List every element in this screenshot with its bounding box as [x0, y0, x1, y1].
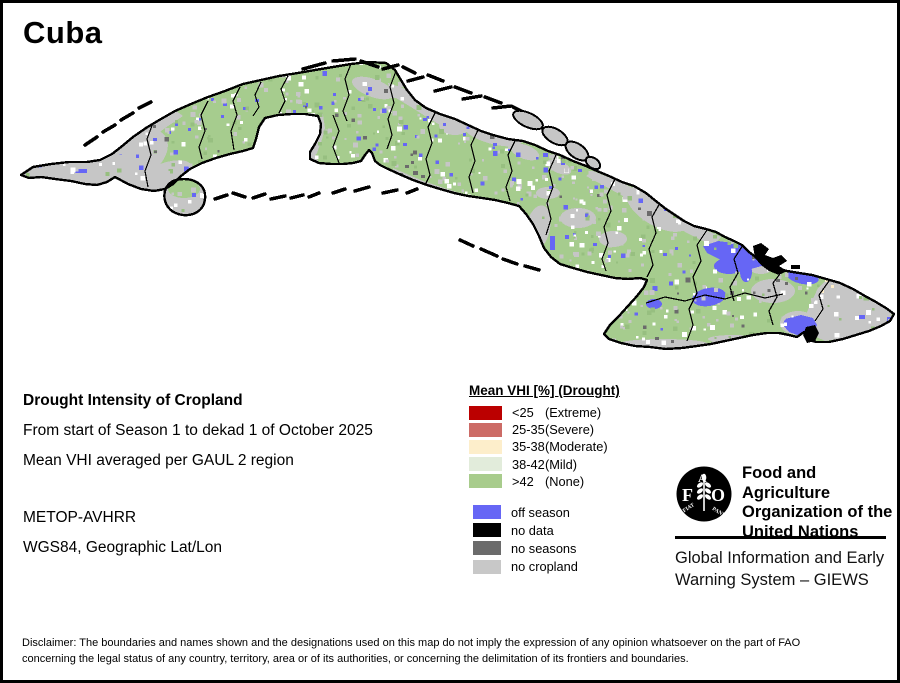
legend-value: 25-35 — [512, 422, 545, 438]
disclaimer: Disclaimer: The boundaries and names sho… — [22, 636, 888, 667]
legend-label: (Extreme) — [545, 405, 602, 421]
fao-name-line1: Food and Agriculture — [742, 464, 831, 502]
giews-line1: Global Information and Early — [675, 549, 885, 567]
legend-swatch-no-cropland-icon — [473, 559, 501, 574]
map-subject: Drought Intensity of Cropland — [23, 392, 243, 409]
fao-name: Food and Agriculture Organization of the… — [742, 464, 897, 542]
map-method: Mean VHI averaged per GAUL 2 region — [23, 452, 294, 469]
bays — [753, 243, 819, 343]
legend-label: (Severe) — [545, 422, 595, 438]
legend-value: >42 — [512, 473, 534, 489]
offshore-keys — [83, 57, 602, 272]
legend-swatch-no-seasons-icon — [473, 541, 501, 556]
province-boundaries — [144, 63, 830, 342]
legend-item-none: >42 (None) — [469, 473, 684, 490]
cuba-map — [19, 57, 896, 351]
map-period: From start of Season 1 to dekad 1 of Oct… — [23, 422, 373, 439]
disclaimer-line1: Disclaimer: The boundaries and names sho… — [22, 637, 801, 649]
legend-item-no-data: no data — [469, 521, 684, 539]
fao-divider — [675, 536, 886, 539]
legend-swatch-mild-icon — [469, 457, 502, 472]
legend-value: <25 — [512, 405, 534, 421]
legend: Mean VHI [%] (Drought) <25 (Extreme) 25-… — [469, 383, 684, 576]
legend-label: off season — [511, 504, 570, 520]
svg-text:O: O — [711, 485, 725, 505]
legend-item-extreme: <25 (Extreme) — [469, 404, 684, 421]
giews-name: Global Information and Early Warning Sys… — [675, 547, 884, 591]
map-projection: WGS84, Geographic Lat/Lon — [23, 539, 223, 556]
fao-name-line3: United Nations — [742, 522, 859, 541]
disclaimer-line2: concerning the legal status of any count… — [22, 652, 689, 665]
fao-logo-icon: F A O FIAT PANIS — [676, 466, 732, 522]
legend-label: (None) — [545, 473, 585, 489]
cuba-mainland — [21, 62, 894, 349]
legend-item-off-season: off season — [469, 503, 684, 521]
giews-line2: Warning System – GIEWS — [675, 571, 869, 589]
legend-item-no-cropland: no cropland — [469, 558, 684, 576]
legend-swatch-extreme-icon — [469, 405, 502, 420]
legend-swatch-moderate-icon — [469, 439, 502, 454]
legend-swatch-off-season-icon — [473, 505, 501, 520]
legend-item-severe: 25-35 (Severe) — [469, 421, 684, 438]
legend-label: no seasons — [511, 540, 577, 556]
legend-value: 35-38 — [512, 439, 545, 455]
page-title: Cuba — [23, 15, 103, 50]
legend-item-moderate: 35-38 (Moderate) — [469, 438, 684, 455]
legend-item-mild: 38-42 (Mild) — [469, 456, 684, 473]
legend-swatch-none-icon — [469, 474, 502, 489]
legend-label: no cropland — [511, 559, 578, 575]
legend-label: (Moderate) — [545, 439, 608, 455]
legend-value: 38-42 — [512, 456, 545, 472]
fao-name-line2: Organization of the — [742, 503, 893, 521]
legend-swatch-no-data-icon — [473, 523, 501, 538]
legend-item-no-seasons: no seasons — [469, 539, 684, 557]
legend-label: (Mild) — [545, 456, 577, 472]
legend-label: no data — [511, 522, 554, 538]
svg-text:F: F — [682, 485, 693, 505]
legend-swatch-severe-icon — [469, 422, 502, 437]
legend-title: Mean VHI [%] (Drought) — [469, 383, 620, 398]
map-sensor: METOP-AVHRR — [23, 509, 137, 526]
isla-green-patch — [168, 180, 200, 198]
